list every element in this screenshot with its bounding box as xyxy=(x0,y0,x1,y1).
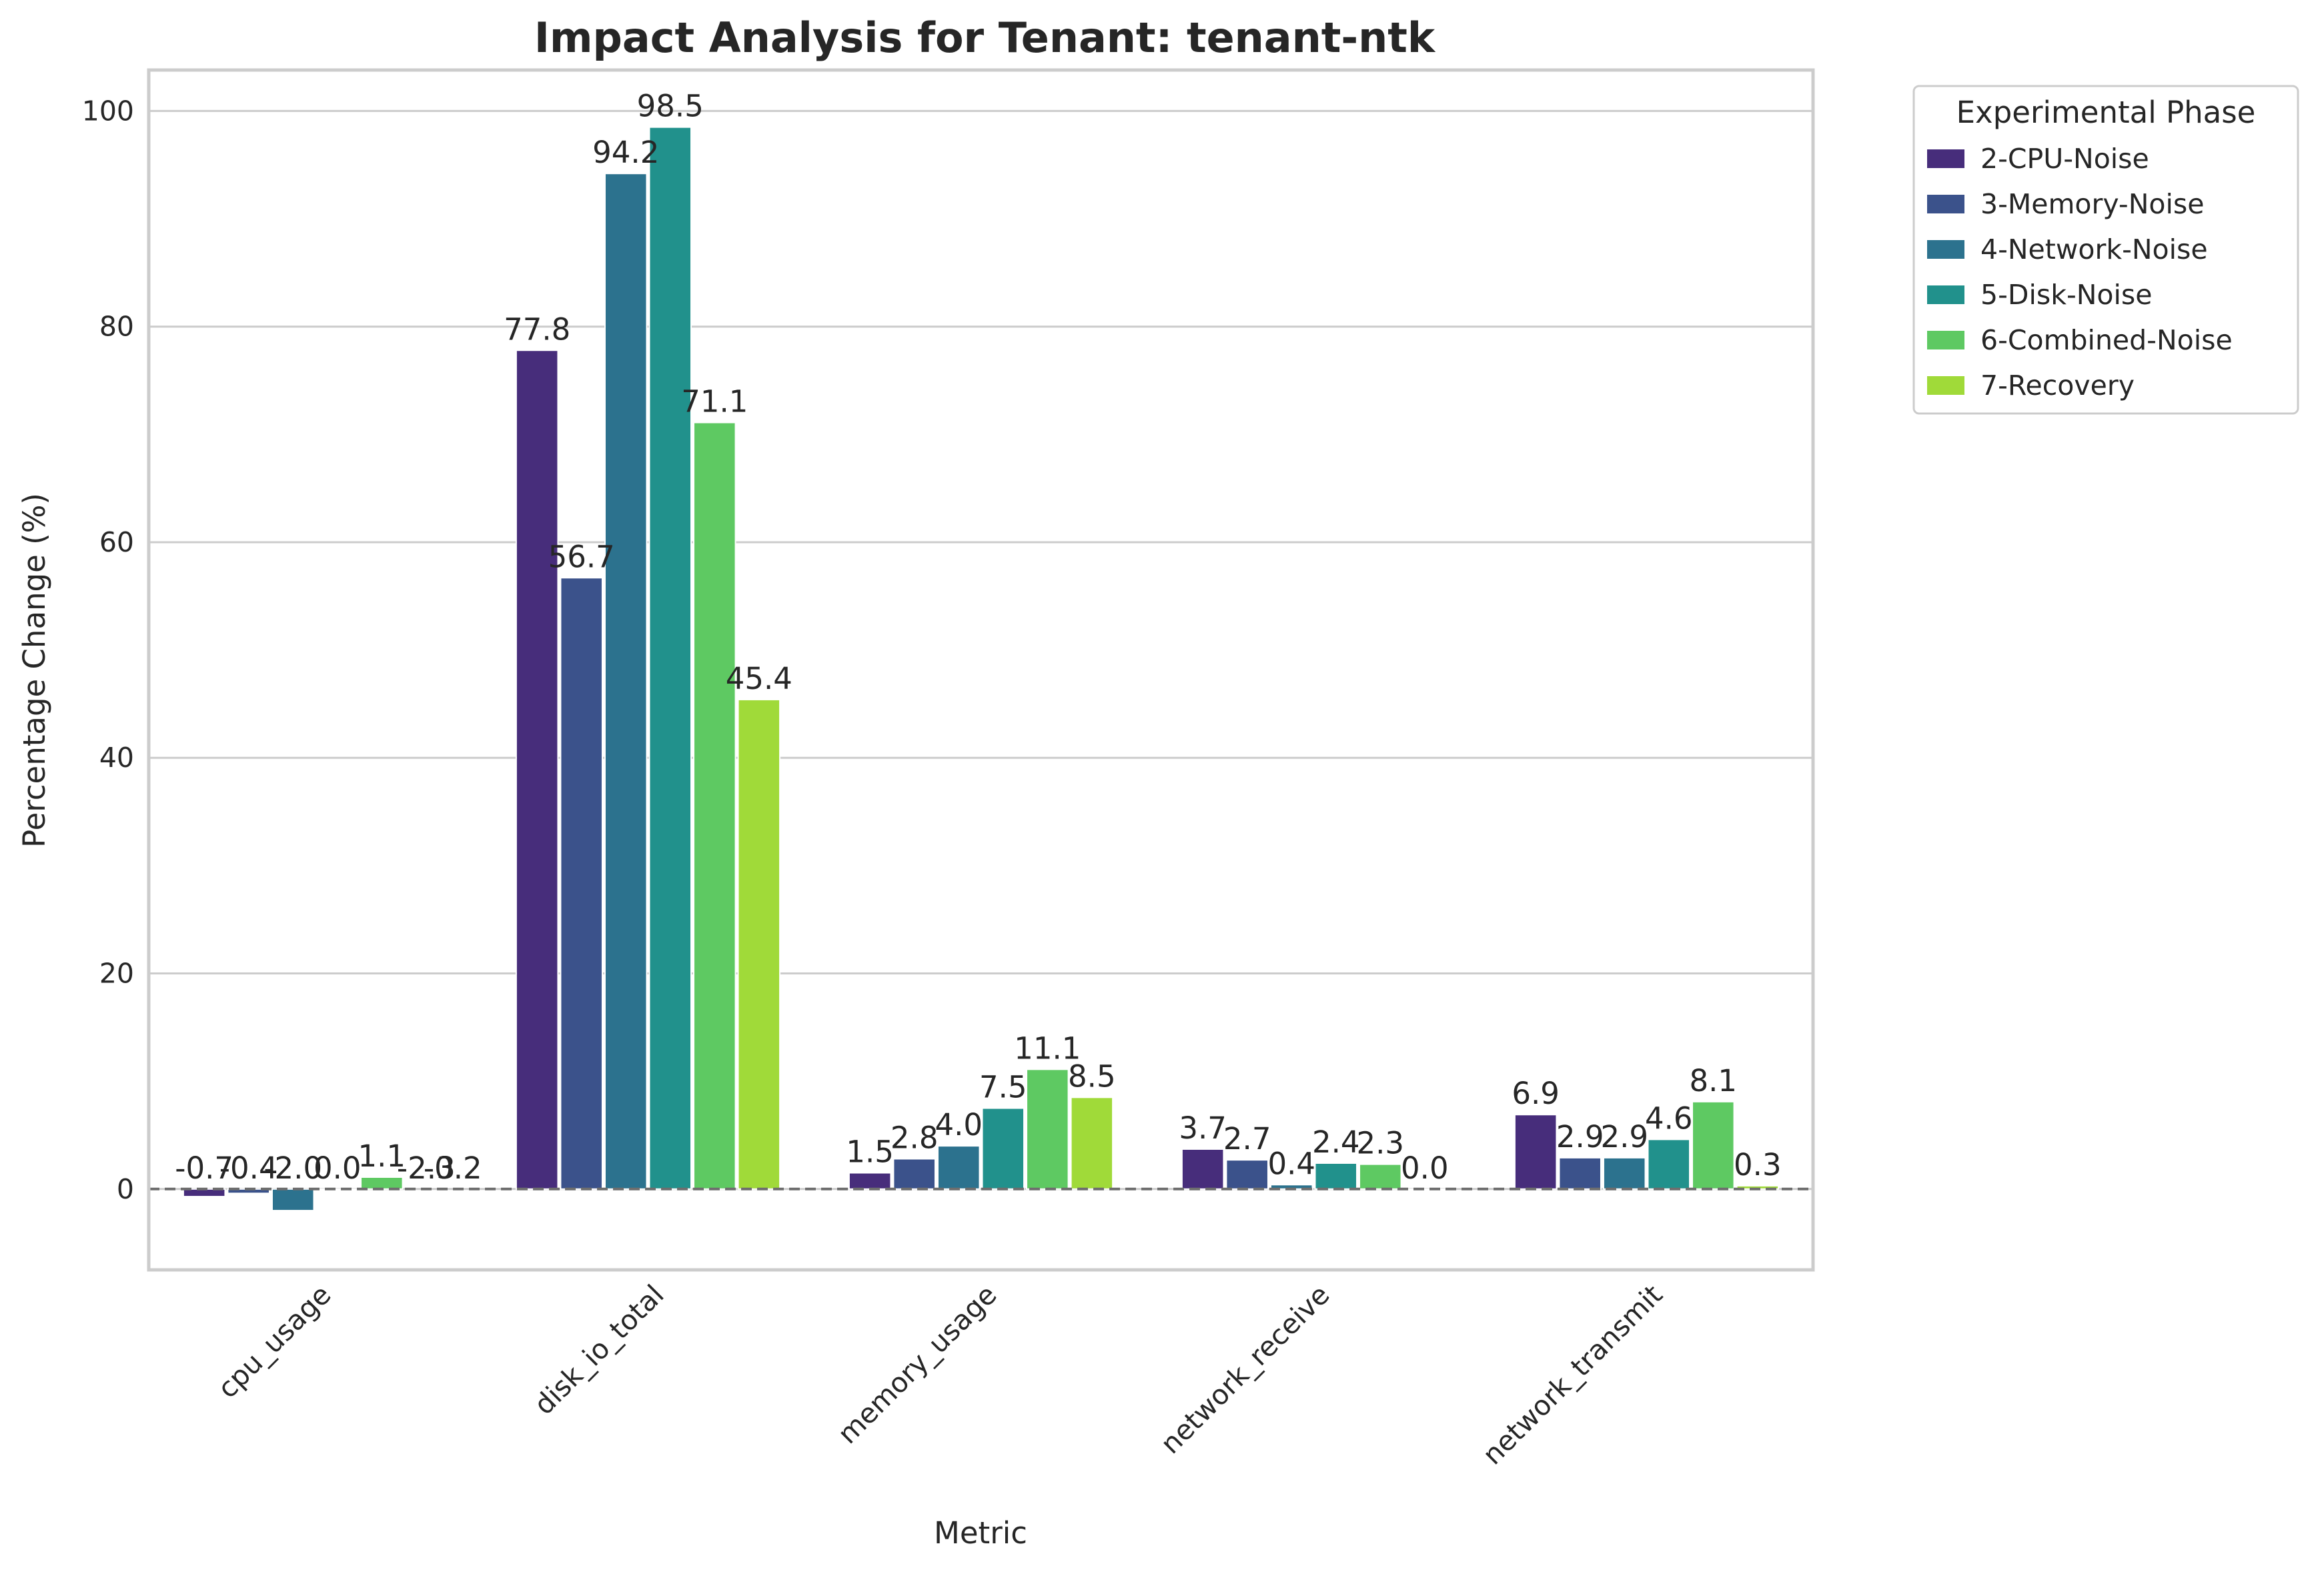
legend-swatch xyxy=(1927,376,1964,395)
bar-memory_usage-3-Memory-Noise xyxy=(893,1158,936,1190)
bar-value-label: 2.9 xyxy=(1600,1119,1648,1154)
bar-value-label: 1.1 xyxy=(358,1138,406,1174)
y-tick-label: 0 xyxy=(117,1173,134,1205)
legend-swatch xyxy=(1927,240,1964,259)
legend-label: 3-Memory-Noise xyxy=(1980,188,2204,220)
chart-title: Impact Analysis for Tenant: tenant-ntk xyxy=(534,13,1436,62)
bar-value-label: -2.3 xyxy=(397,1150,456,1186)
bar-network_transmit-4-Network-Noise xyxy=(1602,1156,1646,1190)
bar-value-label: 94.2 xyxy=(592,135,659,170)
bar-network_receive-2-CPU-Noise xyxy=(1181,1148,1225,1190)
bar-value-label: 8.5 xyxy=(1068,1058,1116,1094)
bar-network_transmit-5-Disk-Noise xyxy=(1647,1138,1691,1190)
bar-value-label: 4.6 xyxy=(1645,1100,1693,1136)
bar-value-label: 2.8 xyxy=(891,1120,939,1156)
bar-memory_usage-4-Network-Noise xyxy=(937,1145,981,1190)
legend-label: 4-Network-Noise xyxy=(1980,233,2208,265)
legend-swatch xyxy=(1927,195,1964,213)
legend-swatch xyxy=(1927,331,1964,349)
legend-label: 5-Disk-Noise xyxy=(1980,279,2152,311)
plot-frame xyxy=(147,68,1815,1272)
y-axis-label: Percentage Change (%) xyxy=(17,493,52,848)
bar-cpu_usage-4-Network-Noise xyxy=(271,1188,315,1212)
bar-disk_io_total-5-Disk-Noise xyxy=(648,126,692,1190)
y-tick-label: 80 xyxy=(99,311,134,343)
bar-value-label: 8.1 xyxy=(1690,1063,1738,1098)
bar-value-label: 3.7 xyxy=(1179,1110,1227,1146)
y-tick-label: 60 xyxy=(99,526,134,558)
bar-value-label: 45.4 xyxy=(726,661,792,696)
y-tick-label: 40 xyxy=(99,742,134,774)
bar-disk_io_total-6-Combined-Noise xyxy=(693,422,736,1190)
bar-network_transmit-2-CPU-Noise xyxy=(1514,1114,1558,1190)
x-axis-label: Metric xyxy=(934,1515,1027,1551)
bar-value-label: 7.5 xyxy=(979,1070,1027,1105)
bar-network_receive-3-Memory-Noise xyxy=(1225,1159,1269,1190)
bars-layer xyxy=(149,126,1813,1212)
bar-value-label: 11.1 xyxy=(1014,1030,1081,1066)
bar-value-label: 2.3 xyxy=(1357,1126,1405,1161)
bar-value-label: 2.4 xyxy=(1312,1124,1360,1160)
bar-value-label: -0.2 xyxy=(424,1150,482,1186)
bar-value-label: 0.4 xyxy=(1267,1146,1315,1181)
bar-value-label: 4.0 xyxy=(935,1107,983,1142)
bar-disk_io_total-7-Recovery xyxy=(737,698,781,1190)
bar-value-label: 6.9 xyxy=(1512,1076,1560,1111)
bar-value-label: 2.7 xyxy=(1223,1121,1271,1156)
bar-value-label: 56.7 xyxy=(548,539,615,574)
legend-label: 7-Recovery xyxy=(1980,369,2135,402)
legend: Experimental Phase 2-CPU-Noise 3-Memory-N… xyxy=(1912,85,2299,415)
legend-label: 2-CPU-Noise xyxy=(1980,143,2149,175)
labels-layer: -0.7 77.8 1.5 3.7 6.9 -0.4 56.7 2.8 2.7 2.9 -2.0 94… xyxy=(175,89,1781,1186)
bar-network_transmit-3-Memory-Noise xyxy=(1558,1156,1602,1190)
bar-network_receive-5-Disk-Noise xyxy=(1314,1162,1358,1190)
bar-value-label: 0.0 xyxy=(314,1150,362,1186)
bar-memory_usage-7-Recovery xyxy=(1070,1096,1114,1190)
legend-swatch xyxy=(1927,285,1964,304)
legend-title: Experimental Phase xyxy=(1956,95,2256,130)
bar-value-label: 71.1 xyxy=(681,384,748,420)
bar-value-label: 1.5 xyxy=(846,1134,894,1170)
bar-value-label: 0.3 xyxy=(1734,1147,1782,1183)
bar-memory_usage-6-Combined-Noise xyxy=(1026,1068,1069,1190)
bar-network_transmit-6-Combined-Noise xyxy=(1692,1100,1735,1190)
bar-disk_io_total-2-CPU-Noise xyxy=(515,349,559,1190)
bar-value-label: 77.8 xyxy=(504,311,570,347)
bar-value-label: -2.0 xyxy=(263,1150,322,1186)
bar-network_receive-6-Combined-Noise xyxy=(1359,1163,1402,1190)
y-tick-label: 20 xyxy=(99,958,134,990)
bar-value-label: -0.4 xyxy=(219,1150,278,1186)
legend-swatch xyxy=(1927,149,1964,168)
bar-memory_usage-2-CPU-Noise xyxy=(848,1172,892,1190)
bar-value-label: -0.7 xyxy=(175,1150,233,1186)
y-ticks: 0 20 40 60 80 100 xyxy=(82,95,134,1205)
bar-value-label: 98.5 xyxy=(637,89,704,124)
bar-cpu_usage-5-Disk-Noise xyxy=(316,1188,360,1191)
bar-memory_usage-5-Disk-Noise xyxy=(981,1107,1025,1190)
legend-frame xyxy=(1912,85,2299,415)
bar-disk_io_total-3-Memory-Noise xyxy=(560,577,603,1190)
bar-disk_io_total-4-Network-Noise xyxy=(604,173,648,1190)
legend-label: 6-Combined-Noise xyxy=(1980,324,2233,356)
legend-items: 2-CPU-Noise 3-Memory-Noise 4-Network-Noise… xyxy=(1927,143,2233,402)
y-tick-label: 100 xyxy=(82,95,134,127)
bar-value-label: 0.0 xyxy=(1401,1150,1449,1186)
bar-value-label: 2.9 xyxy=(1556,1119,1604,1154)
